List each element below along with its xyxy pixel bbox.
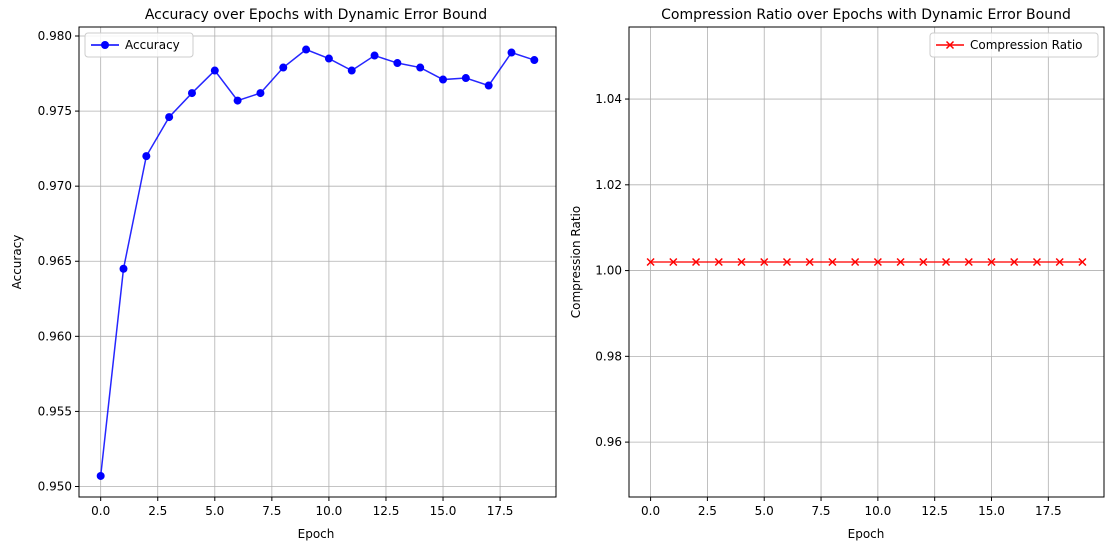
data-point: [873, 257, 882, 267]
data-point: [669, 257, 678, 267]
data-point: [737, 257, 746, 267]
legend-box: [929, 32, 1099, 58]
y-tick-label: 0.965: [38, 254, 72, 268]
y-tick-label: 1.04: [595, 92, 622, 106]
grid: [79, 27, 556, 497]
y-tick-label: 0.980: [38, 29, 72, 43]
data-point: [692, 257, 701, 267]
x-tick-label: 2.5: [698, 504, 717, 518]
data-point: [461, 74, 470, 83]
x-tick-label: 15.0: [978, 504, 1005, 518]
x-tick-label: 5.0: [755, 504, 774, 518]
data-point: [1078, 257, 1087, 267]
x-axis-label: Epoch: [848, 527, 885, 541]
y-tick-label: 0.950: [38, 479, 72, 493]
data-point: [896, 257, 905, 267]
legend-label: Accuracy: [125, 38, 180, 52]
data-point: [210, 66, 219, 75]
x-tick-label: 0.0: [641, 504, 660, 518]
x-tick-label: 7.5: [811, 504, 830, 518]
data-point: [828, 257, 837, 267]
x-tick-label: 7.5: [262, 504, 281, 518]
data-point: [370, 51, 379, 60]
data-point: [324, 54, 333, 63]
data-point: [187, 89, 196, 98]
x-tick-label: 12.5: [921, 504, 948, 518]
data-point: [347, 66, 356, 75]
y-tick-label: 0.98: [595, 349, 622, 363]
x-tick-label: 17.5: [1035, 504, 1062, 518]
y-tick-label: 0.96: [595, 435, 622, 449]
tick-layer: 0.0 2.5 5.0 7.5 10.0 12.5 15.0 17.5 0.96 0.98 1.00…: [595, 92, 1061, 518]
data-point: [530, 56, 539, 65]
data-point: [851, 257, 860, 267]
compression-chart: Compression Ratio over Epochs with Dynam…: [569, 7, 1105, 541]
grid: [629, 27, 1104, 497]
data-point: [760, 257, 769, 267]
data-point: [964, 257, 973, 267]
data-point: [142, 152, 151, 161]
x-tick-label: 10.0: [316, 504, 343, 518]
chart-title: Compression Ratio over Epochs with Dynam…: [661, 7, 1071, 23]
y-axis-label: Compression Ratio: [569, 206, 583, 319]
x-axis-label: Epoch: [298, 527, 335, 541]
data-point: [302, 45, 311, 54]
y-tick-label: 0.975: [38, 104, 72, 118]
data-point: [439, 75, 448, 84]
legend: Compression Ratio: [929, 32, 1099, 58]
data-point: [96, 471, 105, 480]
data-point: [393, 59, 402, 68]
data-point: [805, 257, 814, 267]
data-point: [782, 257, 791, 267]
plot-frame: [78, 26, 557, 498]
legend-box: [84, 32, 194, 58]
x-tick-label: 5.0: [205, 504, 224, 518]
y-tick-label: 1.02: [595, 178, 622, 192]
legend-label: Compression Ratio: [970, 38, 1083, 52]
data-point: [256, 89, 265, 98]
series-layer: [646, 257, 1087, 267]
data-point: [1010, 257, 1019, 267]
data-point: [507, 48, 516, 57]
data-point: [646, 257, 655, 267]
data-point: [714, 257, 723, 267]
series-line: [99, 48, 535, 477]
y-tick-label: 0.970: [38, 179, 72, 193]
x-tick-label: 0.0: [91, 504, 110, 518]
plot-frame: [628, 26, 1105, 498]
data-point: [1032, 257, 1041, 267]
data-point: [484, 81, 493, 90]
chart-title: Accuracy over Epochs with Dynamic Error …: [145, 7, 487, 23]
y-axis-label: Accuracy: [10, 235, 24, 290]
x-tick-label: 15.0: [430, 504, 457, 518]
data-point: [119, 264, 128, 273]
legend-marker: [945, 40, 955, 50]
data-point: [416, 63, 425, 72]
data-point: [919, 257, 928, 267]
legend: Accuracy: [84, 32, 194, 58]
data-point: [165, 113, 174, 122]
data-point: [987, 257, 996, 267]
x-tick-label: 12.5: [373, 504, 400, 518]
data-point: [942, 257, 951, 267]
data-point: [1055, 257, 1064, 267]
series-layer: [96, 45, 539, 480]
y-tick-label: 0.955: [38, 404, 72, 418]
data-point: [279, 63, 288, 72]
x-tick-label: 2.5: [148, 504, 167, 518]
y-tick-label: 0.960: [38, 329, 72, 343]
tick-layer: 0.0 2.5 5.0 7.5 10.0 12.5 15.0 17.5 0.950 0.955 0.…: [38, 29, 514, 518]
legend-marker: [101, 41, 109, 49]
x-tick-label: 17.5: [487, 504, 514, 518]
data-point: [233, 96, 242, 105]
y-tick-label: 1.00: [595, 264, 622, 278]
x-tick-label: 10.0: [865, 504, 892, 518]
accuracy-chart: Accuracy over Epochs with Dynamic Error …: [10, 7, 557, 541]
